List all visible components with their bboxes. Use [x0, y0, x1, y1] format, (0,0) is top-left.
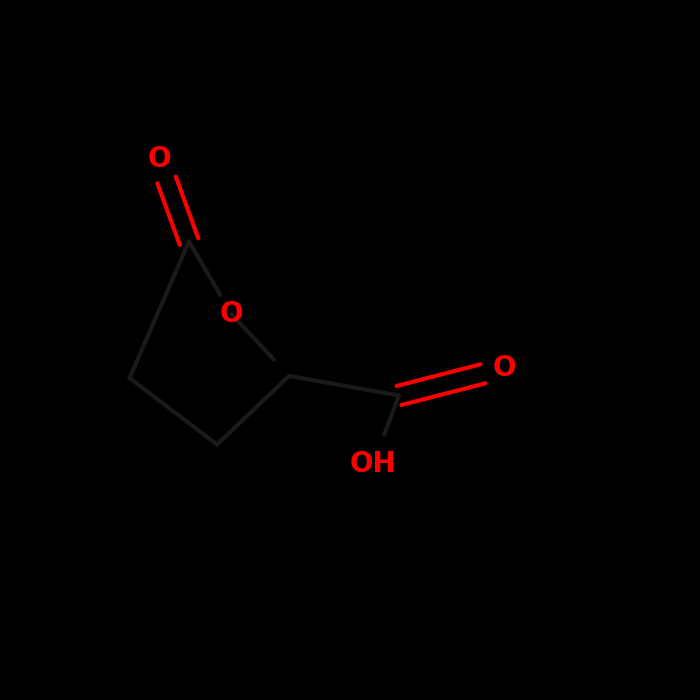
Text: O: O [147, 145, 171, 173]
Text: OH: OH [350, 450, 396, 478]
Text: O: O [493, 354, 517, 382]
Text: O: O [220, 300, 244, 328]
